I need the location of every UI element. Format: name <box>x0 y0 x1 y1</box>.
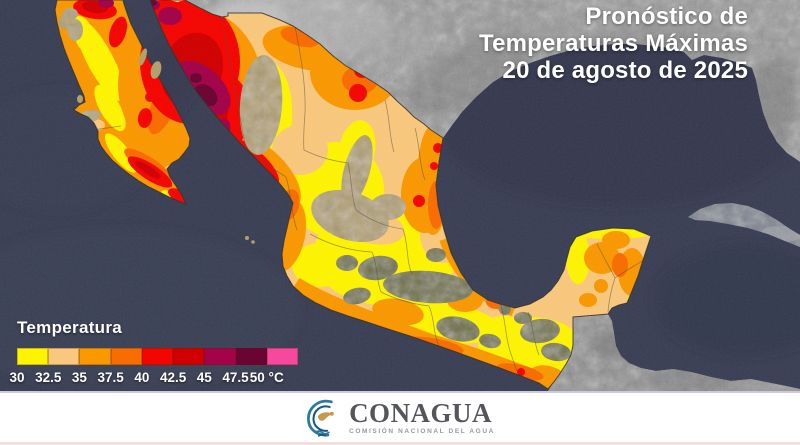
legend-swatch <box>110 348 142 365</box>
legend-tick-labels: 30 32.5 35 37.5 40 42.5 45 47.5 50 °C <box>9 370 317 386</box>
forecast-map <box>0 0 800 391</box>
legend-title: Temperatura <box>17 318 123 337</box>
legend-tick: 30 <box>9 370 25 385</box>
title-line-2: Temperaturas Máximas <box>478 30 748 57</box>
legend-tick: 32.5 <box>35 370 62 385</box>
legend-tick: 35 <box>71 370 87 385</box>
title-line-1: Pronóstico de <box>585 3 748 30</box>
legend-tick: 47.5 <box>222 370 249 385</box>
legend-swatch <box>48 348 80 365</box>
temperature-legend: Temperatura 30 32.5 35 37.5 40 42.5 45 47.5 50 °… <box>9 318 317 386</box>
legend-tick: 42.5 <box>159 370 187 385</box>
footer-bar: CONAGUA COMISIÓN NACIONAL DEL AGUA <box>0 391 800 445</box>
legend-swatch <box>204 348 236 365</box>
legend-tick: 50 °C <box>249 370 284 385</box>
legend-swatch <box>235 348 267 365</box>
legend-swatch <box>79 348 111 365</box>
gulf-of-california-islands <box>77 48 255 244</box>
conagua-logo-icon <box>307 399 334 437</box>
org-subtitle: COMISIÓN NACIONAL DEL AGUA <box>349 428 495 435</box>
legend-tick: 40 <box>134 370 150 385</box>
legend-color-scale <box>17 348 298 365</box>
legend-swatch <box>173 348 205 365</box>
legend-swatch <box>17 348 49 365</box>
map-title: Pronóstico de Temperaturas Máximas 20 de… <box>479 3 748 84</box>
org-name: CONAGUA <box>349 398 493 428</box>
conagua-logo-text: CONAGUA COMISIÓN NACIONAL DEL AGUA <box>349 398 495 436</box>
legend-swatch <box>266 348 298 365</box>
legend-tick: 37.5 <box>97 370 124 385</box>
title-line-3: 20 de agosto de 2025 <box>502 57 748 84</box>
legend-tick: 45 <box>196 370 212 385</box>
legend-swatch <box>141 348 174 365</box>
